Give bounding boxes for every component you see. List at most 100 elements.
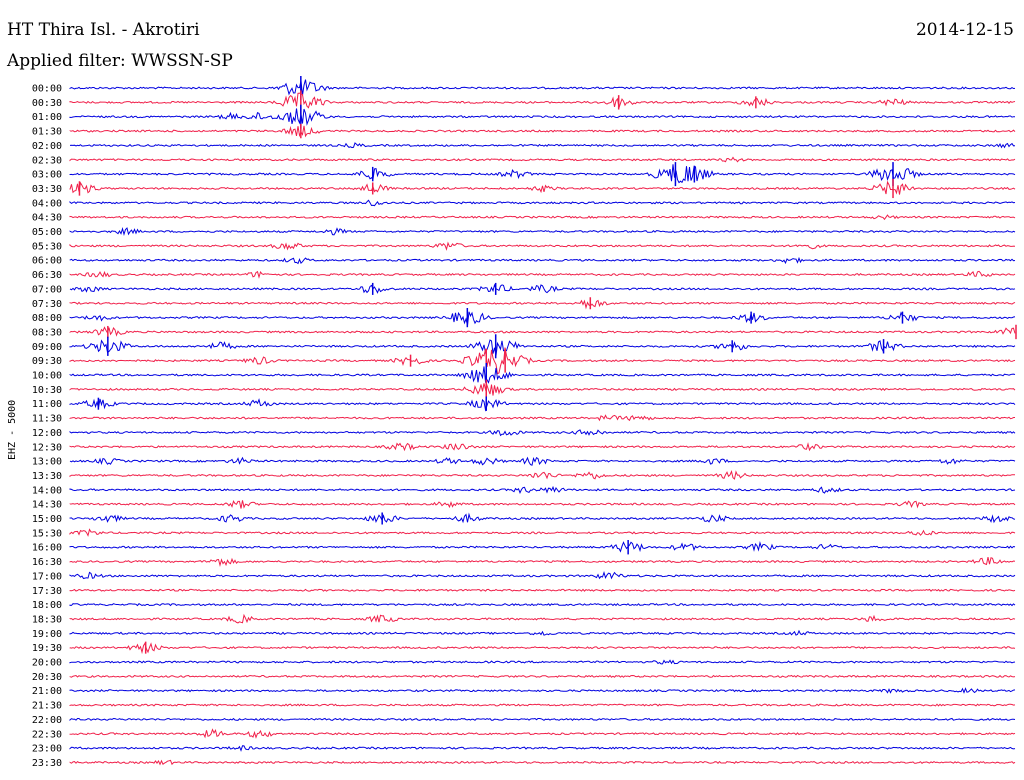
trace-line bbox=[69, 429, 1016, 437]
trace-line bbox=[69, 283, 1016, 294]
trace-line bbox=[69, 759, 1016, 766]
trace-line bbox=[69, 613, 1016, 624]
time-label: 06:30 bbox=[32, 270, 62, 281]
trace-line bbox=[69, 92, 1016, 109]
time-label: 18:00 bbox=[32, 600, 62, 611]
trace-line bbox=[69, 241, 1016, 251]
filter-label: Applied filter: WWSSN-SP bbox=[7, 51, 233, 71]
time-label: 19:30 bbox=[32, 643, 62, 654]
time-label: 11:00 bbox=[32, 399, 62, 410]
time-label: 22:00 bbox=[32, 715, 62, 726]
trace-line bbox=[69, 108, 1015, 126]
trace-line bbox=[69, 499, 1016, 509]
trace-line bbox=[69, 156, 1016, 163]
trace-line bbox=[69, 687, 1016, 694]
trace-line bbox=[69, 540, 1016, 553]
time-label: 04:00 bbox=[32, 198, 62, 209]
time-label: 03:30 bbox=[32, 184, 62, 195]
time-label: 17:00 bbox=[32, 571, 62, 582]
trace-line bbox=[69, 674, 1016, 678]
time-label: 19:00 bbox=[32, 629, 62, 640]
time-label: 02:30 bbox=[32, 155, 62, 166]
time-label: 20:00 bbox=[32, 658, 62, 669]
trace-line bbox=[69, 728, 1016, 739]
time-label: 12:00 bbox=[32, 428, 62, 439]
trace-line bbox=[69, 512, 1016, 524]
time-label: 14:30 bbox=[32, 500, 62, 511]
trace-line bbox=[69, 398, 1016, 412]
trace-line bbox=[69, 125, 1016, 138]
station-title: HT Thira Isl. - Akrotiri bbox=[7, 20, 200, 40]
time-label: 14:00 bbox=[32, 485, 62, 496]
time-label: 21:00 bbox=[32, 686, 62, 697]
trace-line bbox=[69, 142, 1016, 149]
time-label: 04:30 bbox=[32, 213, 62, 224]
channel-label: EHZ - 5000 bbox=[7, 400, 18, 460]
time-label: 15:00 bbox=[32, 514, 62, 525]
time-label: 00:00 bbox=[32, 84, 62, 95]
trace-line bbox=[69, 339, 1016, 356]
time-label: 08:30 bbox=[32, 327, 62, 338]
trace-line bbox=[69, 570, 1016, 580]
time-label: 00:30 bbox=[32, 98, 62, 109]
trace-line bbox=[69, 79, 1016, 96]
time-label: 23:30 bbox=[32, 758, 62, 769]
time-label: 01:00 bbox=[32, 112, 62, 123]
trace-line bbox=[69, 227, 1016, 236]
time-label: 06:00 bbox=[32, 256, 62, 267]
time-label: 18:30 bbox=[32, 614, 62, 625]
trace-line bbox=[69, 588, 1016, 592]
time-label: 07:30 bbox=[32, 299, 62, 310]
trace-line bbox=[69, 442, 1016, 452]
time-label: 05:00 bbox=[32, 227, 62, 238]
time-label: 02:00 bbox=[32, 141, 62, 152]
time-label: 12:30 bbox=[32, 442, 62, 453]
trace-line bbox=[69, 214, 1016, 221]
trace-line bbox=[69, 180, 1016, 195]
trace-line bbox=[69, 602, 1016, 607]
trace-line bbox=[69, 326, 1016, 337]
trace-line bbox=[69, 299, 1016, 310]
trace-line bbox=[69, 717, 1016, 721]
trace-group bbox=[69, 76, 1017, 766]
time-label: 13:00 bbox=[32, 457, 62, 468]
time-label: 20:30 bbox=[32, 672, 62, 683]
time-label: 17:30 bbox=[32, 586, 62, 597]
time-label: 16:30 bbox=[32, 557, 62, 568]
time-label: 11:30 bbox=[32, 414, 62, 425]
time-label: 09:00 bbox=[32, 342, 62, 353]
trace-line bbox=[69, 311, 1016, 326]
time-label: 23:00 bbox=[32, 744, 62, 755]
record-date: 2014-12-15 bbox=[915, 20, 1014, 40]
trace-line bbox=[69, 347, 1016, 375]
trace-line bbox=[69, 270, 1016, 279]
time-label: 21:30 bbox=[32, 701, 62, 712]
trace-line bbox=[69, 456, 1016, 466]
trace-line bbox=[69, 164, 1016, 184]
trace-line bbox=[69, 383, 1016, 396]
time-label: 01:30 bbox=[32, 127, 62, 138]
time-label: 16:00 bbox=[32, 543, 62, 554]
time-label: 09:30 bbox=[32, 356, 62, 367]
trace-line bbox=[69, 642, 1016, 655]
time-label-group: 00:00 00:30 01:00 01:30 02:00 02:30 03:00 03:30… bbox=[32, 84, 62, 769]
time-label: 07:00 bbox=[32, 284, 62, 295]
trace-line bbox=[69, 745, 1016, 752]
trace-line bbox=[69, 414, 1015, 422]
trace-line bbox=[69, 485, 1016, 494]
trace-line bbox=[69, 703, 1016, 707]
trace-line bbox=[69, 469, 1016, 480]
time-label: 08:00 bbox=[32, 313, 62, 324]
trace-line bbox=[69, 556, 1016, 567]
trace-line bbox=[69, 256, 1016, 265]
trace-line bbox=[69, 659, 1016, 665]
time-label: 03:00 bbox=[32, 170, 62, 181]
trace-line bbox=[69, 528, 1016, 537]
time-label: 10:30 bbox=[32, 385, 62, 396]
time-label: 10:00 bbox=[32, 371, 62, 382]
trace-line bbox=[69, 366, 1016, 384]
time-label: 05:30 bbox=[32, 241, 62, 252]
time-label: 22:30 bbox=[32, 729, 62, 740]
trace-line bbox=[69, 199, 1016, 207]
